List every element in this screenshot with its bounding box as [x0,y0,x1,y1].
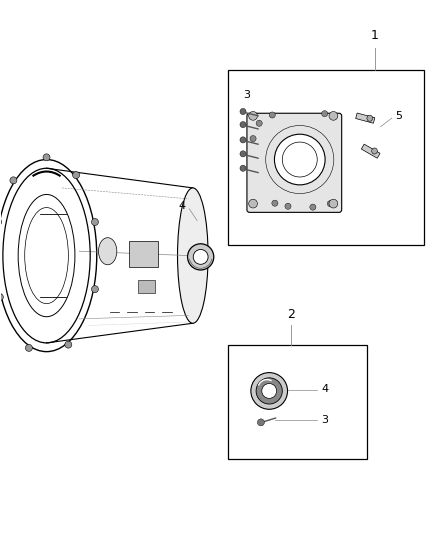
Text: 2: 2 [286,308,294,321]
Circle shape [240,165,246,171]
Circle shape [240,122,246,128]
Text: 3: 3 [321,415,328,425]
Circle shape [329,111,338,120]
Circle shape [73,172,80,179]
Circle shape [310,204,316,210]
Circle shape [187,244,214,270]
Circle shape [262,384,277,398]
Text: 4: 4 [321,384,328,394]
Circle shape [330,112,336,118]
FancyBboxPatch shape [247,113,342,212]
Circle shape [329,199,338,208]
Bar [138,280,155,293]
Circle shape [327,200,333,207]
Circle shape [249,111,258,120]
Circle shape [92,219,99,225]
Circle shape [43,154,50,161]
Bar [130,241,158,266]
Text: 1: 1 [371,29,379,42]
Circle shape [285,203,291,209]
Circle shape [272,200,278,206]
Circle shape [92,286,99,293]
Bar [361,144,380,158]
Ellipse shape [372,148,378,154]
Circle shape [256,120,262,126]
Ellipse shape [99,238,117,265]
Circle shape [256,378,283,404]
Circle shape [10,177,17,184]
Circle shape [321,111,328,117]
Text: 5: 5 [396,111,403,121]
Circle shape [240,137,246,143]
Bar [228,70,424,245]
Circle shape [250,135,256,142]
Circle shape [0,294,4,301]
Circle shape [25,344,32,351]
Circle shape [240,151,246,157]
Text: 3: 3 [243,91,250,100]
Circle shape [240,108,246,115]
Ellipse shape [367,115,373,122]
Bar [356,113,375,123]
Ellipse shape [177,188,208,323]
Circle shape [65,341,72,348]
Circle shape [275,134,325,185]
Circle shape [249,199,258,208]
Circle shape [251,373,288,409]
Bar [228,345,367,458]
Circle shape [269,112,276,118]
Text: 4: 4 [179,201,186,211]
Circle shape [0,219,2,225]
Circle shape [258,419,265,426]
Circle shape [193,249,208,264]
